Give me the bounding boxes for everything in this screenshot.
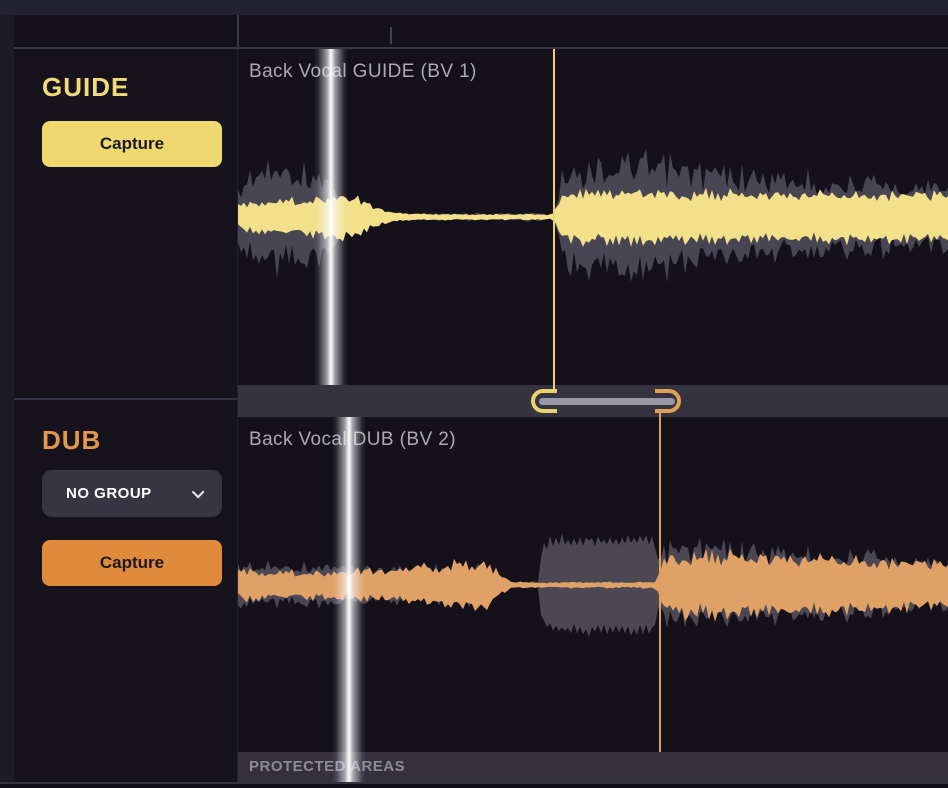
section-divider [14, 398, 237, 400]
dub-section-heading: DUB [42, 425, 102, 455]
sync-point-band [238, 385, 948, 417]
guide-waveform [238, 148, 948, 283]
ruler-divider [237, 15, 239, 47]
dub-playhead[interactable] [332, 417, 366, 782]
guide-sync-line[interactable] [553, 49, 555, 385]
sync-handle[interactable] [539, 398, 675, 405]
control-sidebar: GUIDE Capture DUB NO GROUP Capture [14, 49, 237, 782]
guide-playhead[interactable] [314, 49, 348, 385]
ruler-tick-mark [390, 27, 392, 44]
dub-sync-bracket[interactable] [655, 389, 681, 413]
dub-waveform [238, 533, 948, 637]
guide-track: Back Vocal GUIDE (BV 1) [238, 49, 948, 385]
guide-sync-line-stub [553, 385, 555, 390]
guide-track-title: Back Vocal GUIDE (BV 1) [249, 61, 477, 82]
waveform-panel: Back Vocal GUIDE (BV 1) Back Vocal DUB (… [237, 49, 948, 782]
window-left-strip [0, 15, 14, 788]
group-select-value: NO GROUP [66, 485, 152, 502]
group-select-dropdown[interactable]: NO GROUP [42, 470, 222, 517]
dub-capture-button[interactable]: Capture [42, 540, 222, 586]
window-bottom-strip [0, 782, 948, 788]
guide-capture-button[interactable]: Capture [42, 121, 222, 167]
dub-sync-line-stub [659, 412, 661, 417]
window-top-strip [0, 0, 948, 15]
timeline-ruler[interactable] [14, 15, 948, 49]
dub-track: Back Vocal DUB (BV 2) PROTECTED AREAS [238, 417, 948, 782]
guide-section-heading: GUIDE [42, 72, 130, 102]
guide-sync-bracket[interactable] [531, 389, 557, 413]
dub-sync-line[interactable] [659, 417, 661, 752]
